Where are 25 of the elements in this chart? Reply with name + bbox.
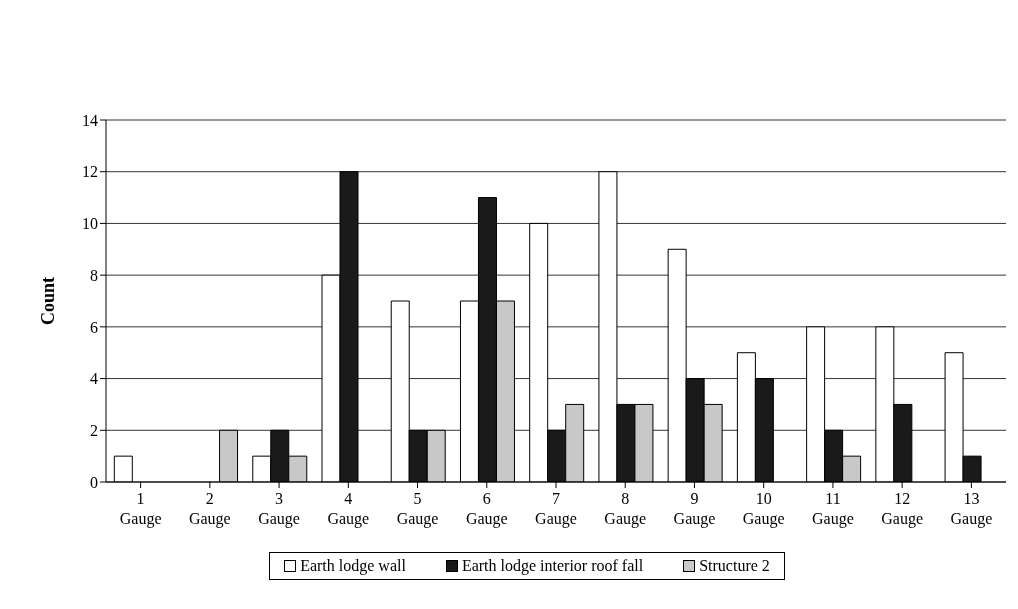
y-tick-label: 14 [82,111,98,129]
x-tick-label: 10 Gauge [742,490,785,528]
x-tick-label: 8 Gauge [604,490,647,528]
legend-label: Earth lodge interior roof fall [460,557,644,575]
x-tick-label: 2 Gauge [188,490,231,528]
legend-label: Earth lodge wall [299,557,406,575]
x-tick-label: 6 Gauge [465,490,508,528]
x-tick-label: 11 Gauge [812,490,854,528]
y-tick-label: 0 [90,473,98,491]
x-tick-label: 13 Gauge [950,490,993,528]
x-tick-label: 3 Gauge [258,490,300,528]
y-tick-label: 2 [90,421,98,439]
x-tick-label: 9 Gauge [673,490,716,528]
x-tick-label: 12 Gauge [881,490,924,528]
y-tick-label: 10 [82,215,98,233]
x-tick-label: 1 Gauge [119,490,162,528]
y-axis-title: Count [38,276,59,326]
y-tick-label: 8 [90,266,98,284]
y-tick-label: 4 [90,370,98,388]
y-tick-label: 6 [90,318,98,336]
legend-label: Structure 2 [698,557,770,575]
x-tick-label: 7 Gauge [535,490,577,528]
x-tick-label: 5 Gauge [396,490,439,528]
x-tick-label: 4 Gauge [327,490,370,528]
y-tick-label: 12 [82,163,98,181]
